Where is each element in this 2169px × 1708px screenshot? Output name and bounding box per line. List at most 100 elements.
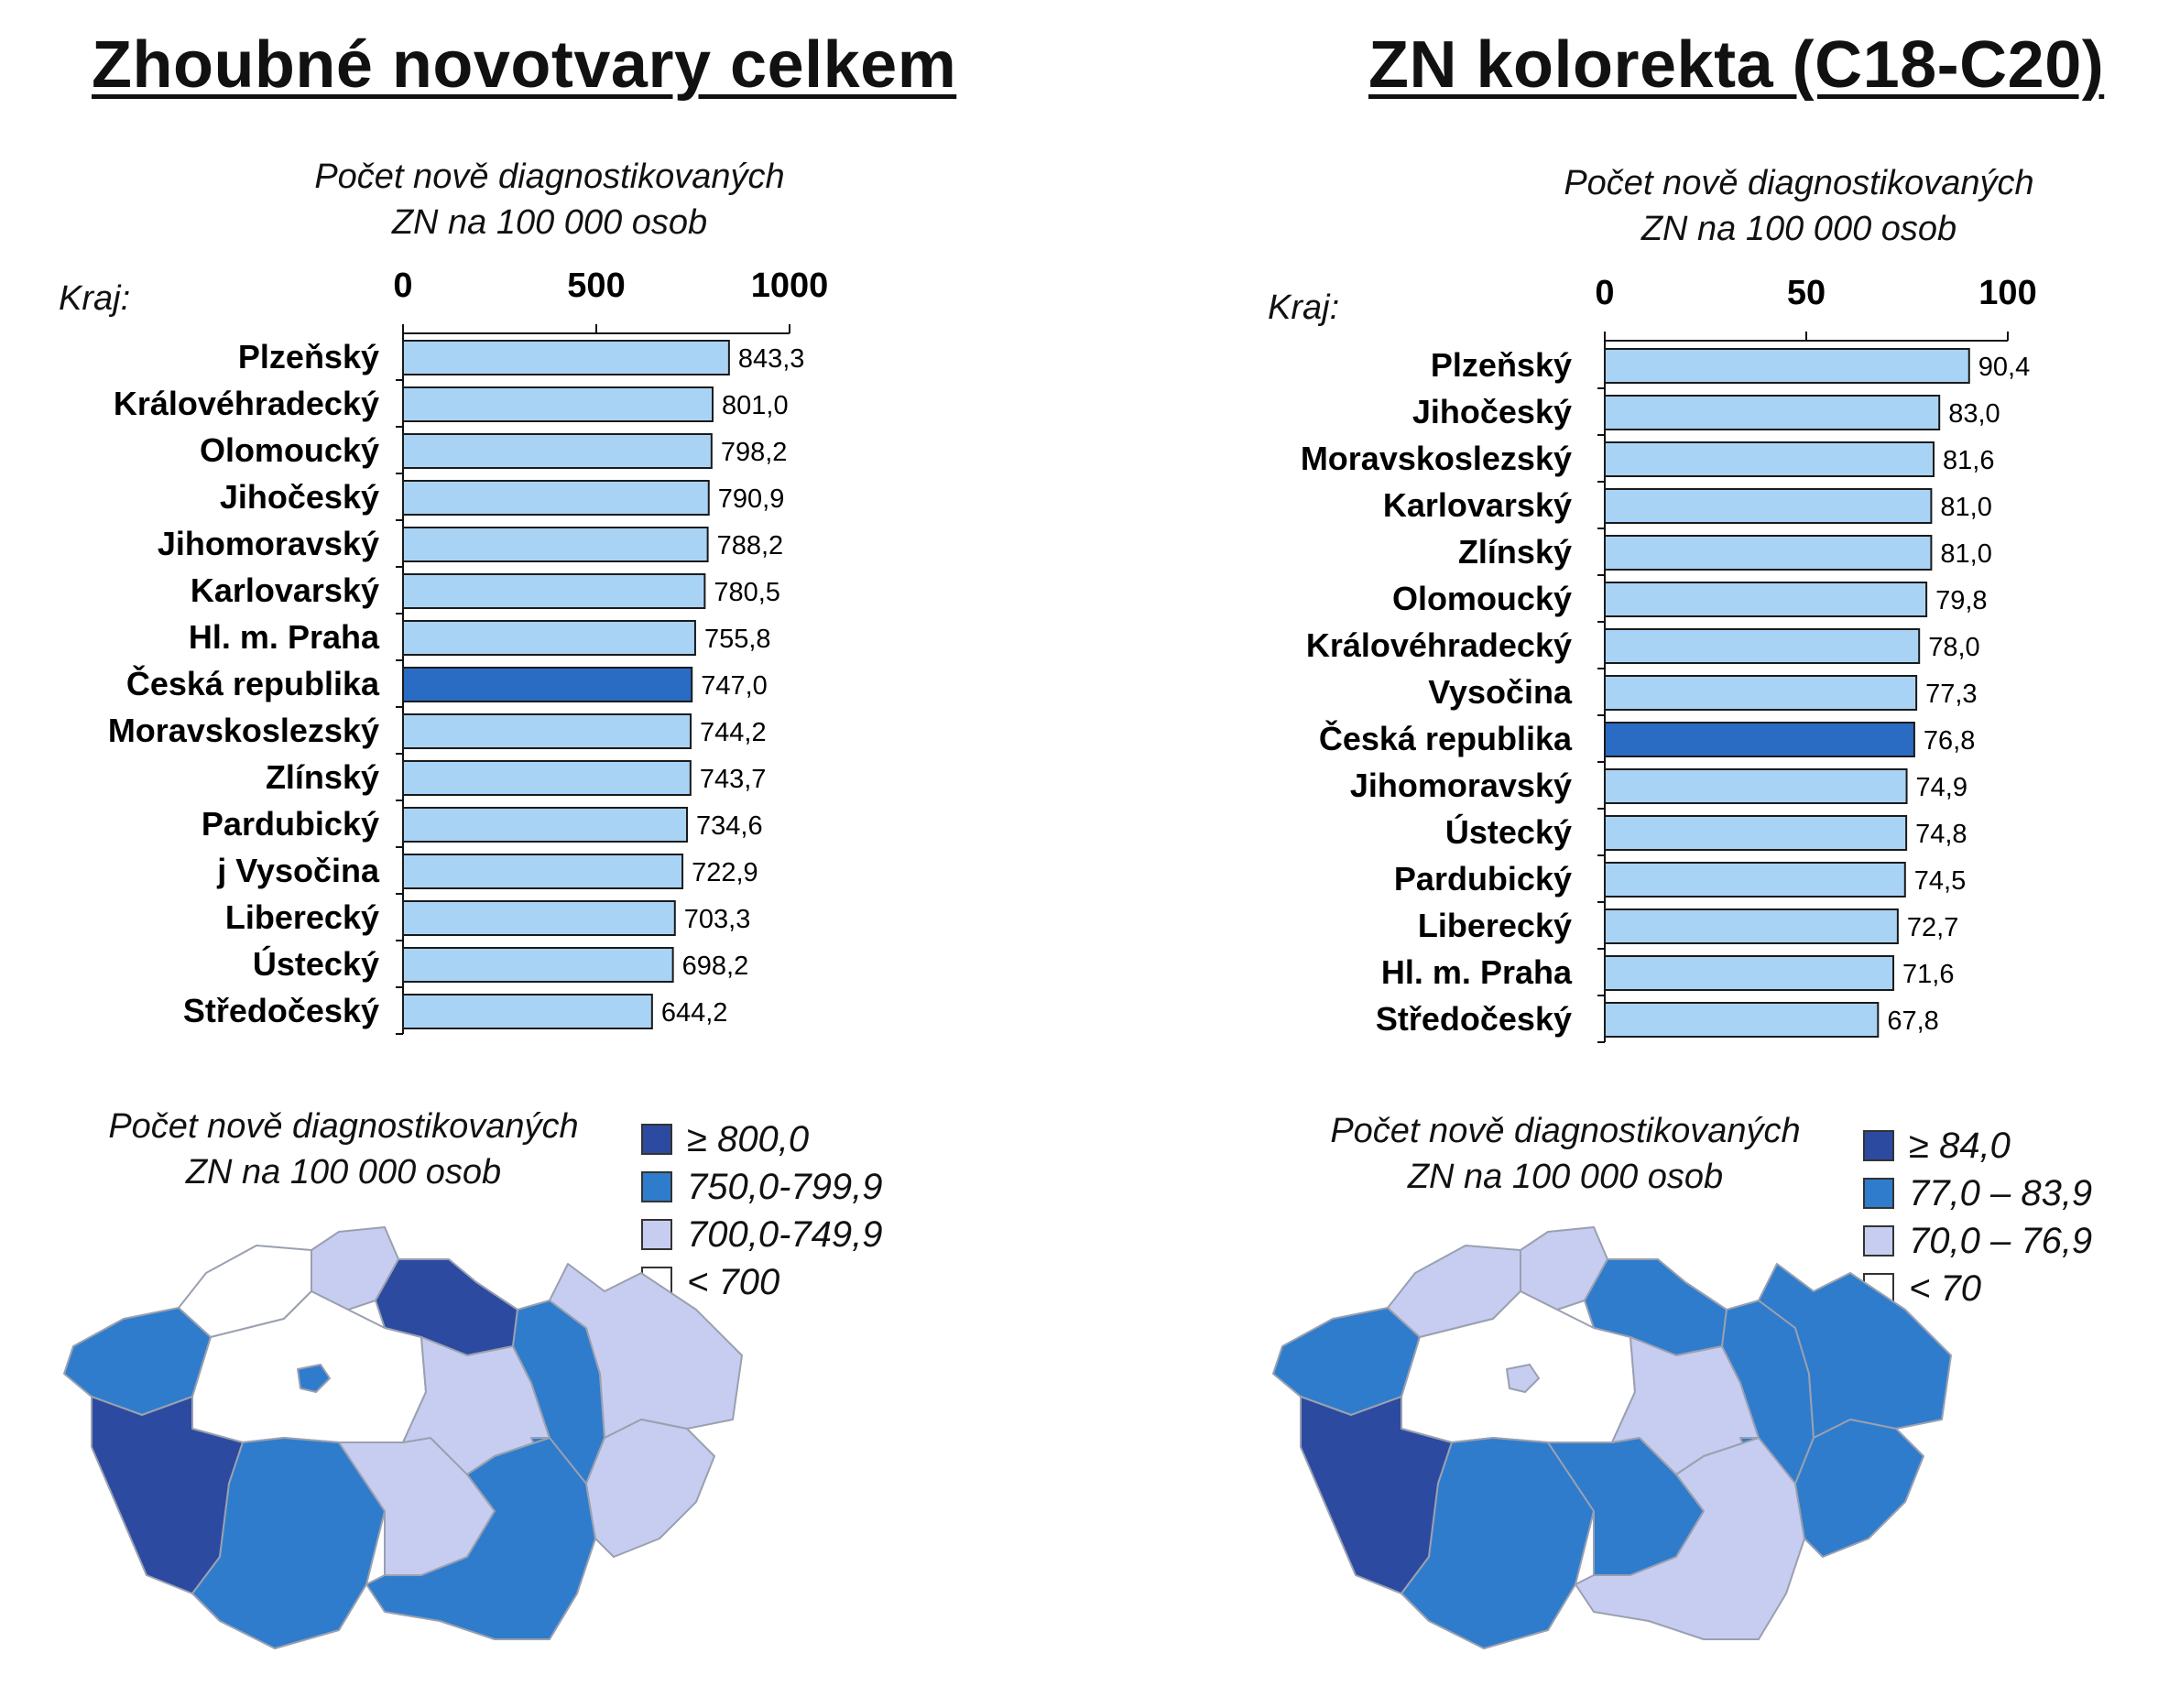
bar: [1604, 395, 1941, 430]
value-label: 83,0: [1948, 399, 2000, 429]
value-label: 801,0: [722, 391, 789, 420]
legend-swatch: [641, 1219, 672, 1250]
category-label: Zlínský: [1458, 533, 1572, 571]
bar: [402, 854, 684, 889]
legend-item: 750,0-799,9: [641, 1163, 883, 1211]
map-region-jihocesky: [1401, 1437, 1595, 1649]
bar-chart-colorectal: 0 50 100 Plzeňský 90,4 Jihočeský 83,0 Moravskos…: [1301, 274, 2037, 1043]
panel-title: Zhoubné novotvary celkem: [92, 28, 957, 102]
category-label: Jihočeský: [1412, 393, 1572, 430]
czech-region-map: [1272, 1226, 1952, 1649]
legend-label: ≥ 84,0: [1909, 1125, 2011, 1166]
value-label: 747,0: [701, 671, 768, 701]
category-label: Jihomoravský: [158, 525, 379, 562]
bar: [402, 760, 692, 796]
value-label: 74,9: [1916, 773, 1967, 802]
bar: [402, 713, 692, 749]
category-label: Středočeský: [183, 992, 379, 1029]
x-tick-label: 1000: [751, 267, 829, 305]
value-label: 744,2: [700, 718, 767, 747]
legend-label: 700,0-749,9: [687, 1213, 883, 1255]
category-label: Olomoucký: [200, 431, 379, 469]
bar: [402, 994, 653, 1029]
x-tick-label: 100: [1978, 274, 2036, 312]
legend-swatch: [1863, 1225, 1894, 1257]
map-region-praha: [297, 1364, 331, 1393]
legend-swatch: [641, 1171, 672, 1202]
value-label: 78,0: [1928, 633, 1979, 662]
value-label: 843,3: [738, 344, 805, 374]
legend-swatch: [1863, 1178, 1894, 1209]
x-tick-label: 50: [1787, 274, 1826, 312]
category-label: Středočeský: [1376, 1000, 1572, 1038]
legend-swatch: [1863, 1130, 1894, 1161]
bar: [1604, 1002, 1880, 1038]
axis-caption-line1: Počet nově diagnostikovaných: [1564, 164, 2034, 202]
bar: [402, 340, 730, 375]
bar: [1604, 908, 1899, 944]
map-region-moravskoslezsky: [549, 1263, 743, 1439]
bar: [402, 433, 713, 469]
map-region-jihocesky: [191, 1437, 386, 1649]
bar: [1604, 675, 1918, 711]
axis-caption-line1: Počet nově diagnostikovaných: [314, 158, 785, 196]
bar: [402, 947, 674, 983]
value-label: 81,6: [1943, 446, 1994, 475]
value-label: 76,8: [1924, 726, 1975, 756]
value-label: 798,2: [721, 438, 788, 467]
legend-label: 750,0-799,9: [687, 1166, 883, 1207]
panel-colorectal: ZN kolorekta (C18-C20) Počet nově diagno…: [1084, 0, 2169, 1708]
map-region-jihomoravsky: [1575, 1437, 1805, 1640]
legend-item: 70,0 – 76,9: [1863, 1217, 2092, 1265]
legend-item: 700,0-749,9: [641, 1211, 883, 1258]
category-label: Jihočeský: [220, 478, 379, 516]
x-tick-label: 0: [393, 267, 412, 305]
bar: [1604, 862, 1906, 898]
category-label: Moravskoslezský: [1301, 440, 1572, 477]
value-label: 755,8: [704, 625, 771, 654]
legend-label: 70,0 – 76,9: [1909, 1220, 2093, 1261]
panel-total-cancer: Zhoubné novotvary celkem Počet nově diag…: [0, 0, 1084, 1708]
map-legend: ≥ 800,0 750,0-799,9 700,0-749,9 < 700: [641, 1115, 883, 1306]
bar: [1604, 722, 1915, 757]
category-label: Plzeňský: [238, 338, 379, 375]
value-label: 67,8: [1887, 1006, 1938, 1036]
category-label: Liberecký: [1418, 907, 1572, 944]
category-label: Karlovarský: [191, 571, 379, 609]
bar: [402, 807, 689, 843]
map-region-praha: [1506, 1364, 1540, 1393]
category-label: Hl. m. Praha: [189, 618, 380, 656]
bar: [1604, 628, 1921, 664]
category-label: Moravskoslezský: [108, 712, 379, 749]
category-label: Česká republika: [1319, 719, 1573, 757]
x-tick-label: 500: [567, 267, 625, 305]
value-label: 81,0: [1940, 493, 1991, 522]
value-label: 722,9: [692, 858, 758, 887]
value-label: 788,2: [717, 531, 784, 560]
category-label: Zlínský: [266, 758, 379, 796]
czech-region-map: [63, 1226, 743, 1649]
bar: [1604, 348, 1970, 384]
category-label: Pardubický: [1394, 860, 1572, 898]
value-label: 90,4: [1978, 353, 2030, 382]
axis-caption: Počet nově diagnostikovaných ZN na 100 0…: [1478, 160, 2120, 252]
category-label: Jihomoravský: [1350, 767, 1572, 804]
bar: [402, 480, 710, 516]
legend-item: 77,0 – 83,9: [1863, 1169, 2092, 1217]
value-label: 71,6: [1902, 960, 1954, 989]
axis-caption-line2: ZN na 100 000 osob: [391, 203, 708, 242]
legend-item: ≥ 800,0: [641, 1115, 883, 1163]
bar: [1604, 815, 1908, 851]
bar: [1604, 768, 1908, 804]
value-label: 77,3: [1925, 680, 1977, 709]
category-label: j Vysočina: [216, 852, 380, 889]
category-label: Plzeňský: [1431, 346, 1572, 384]
bar: [402, 620, 696, 656]
x-tick-label: 0: [1595, 274, 1614, 312]
category-label: Královéhradecký: [1306, 626, 1572, 664]
map-caption-line1: Počet nově diagnostikovaných: [1330, 1112, 1801, 1150]
bar-chart-total: 0 500 1000 Plzeňský 843,3 Královéhradecký 801,…: [108, 267, 829, 1035]
value-label: 72,7: [1907, 913, 1958, 942]
bar: [402, 386, 714, 422]
legend-label: < 700: [687, 1261, 780, 1302]
